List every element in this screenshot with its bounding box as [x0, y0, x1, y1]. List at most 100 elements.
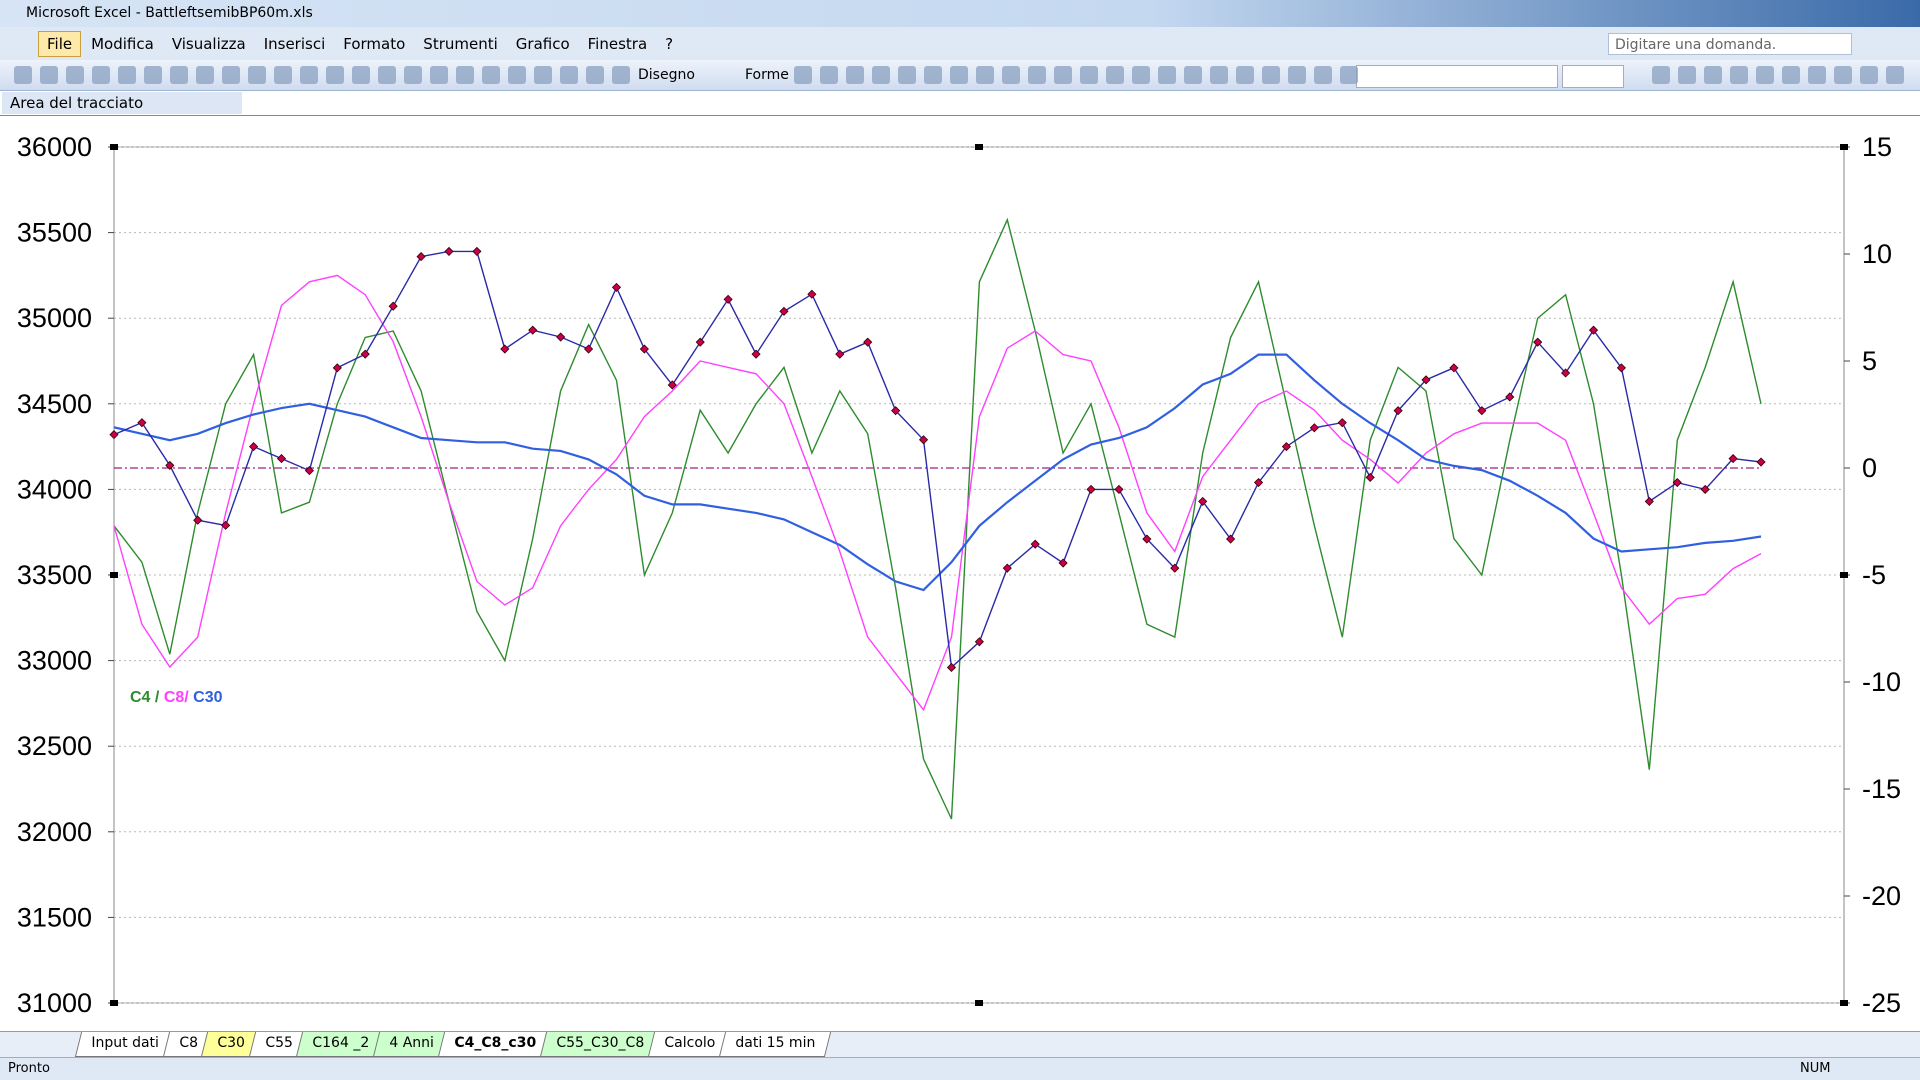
toolbar-icon[interactable] [612, 66, 630, 84]
drawing-button[interactable]: Disegno [638, 67, 695, 83]
toolbar-icon[interactable] [326, 66, 344, 84]
toolbar-icon[interactable] [560, 66, 578, 84]
toolbar-icon[interactable] [1210, 66, 1228, 84]
toolbar-icon[interactable] [1340, 66, 1358, 84]
toolbar-icon[interactable] [1782, 66, 1800, 84]
toolbar-icon[interactable] [40, 66, 58, 84]
toolbar-icon[interactable] [248, 66, 266, 84]
toolbar-icon[interactable] [898, 66, 916, 84]
toolbar-icon[interactable] [924, 66, 942, 84]
sheet-tab-label: C30 [217, 1035, 246, 1051]
data-marker [304, 466, 314, 476]
toolbar-icon[interactable] [1080, 66, 1098, 84]
toolbar-icon[interactable] [222, 66, 240, 84]
data-marker [723, 294, 733, 304]
toolbar-icon[interactable] [378, 66, 396, 84]
data-marker [918, 435, 929, 445]
font-box[interactable] [1356, 65, 1558, 88]
toolbar-icon[interactable] [456, 66, 474, 84]
menu-item[interactable]: Finestra [587, 34, 648, 53]
sheet-tab[interactable]: dati 15 min [718, 1032, 831, 1057]
toolbar-icon[interactable] [1236, 66, 1254, 84]
toolbar-icon[interactable] [1652, 66, 1670, 84]
y-tick-label: 34000 [17, 474, 92, 504]
menu-item[interactable]: Strumenti [423, 34, 498, 53]
data-marker [388, 301, 398, 311]
toolbar-icon[interactable] [144, 66, 162, 84]
toolbar-icon[interactable] [66, 66, 84, 84]
toolbar-icon[interactable] [1678, 66, 1696, 84]
toolbar-icon[interactable] [1106, 66, 1124, 84]
toolbar-icon[interactable] [1288, 66, 1306, 84]
toolbar-icon[interactable] [482, 66, 500, 84]
toolbar-icon[interactable] [534, 66, 552, 84]
toolbar-icon[interactable] [586, 66, 604, 84]
data-marker [1505, 392, 1515, 402]
sheet-tab[interactable]: C55_C30_C8 [539, 1032, 660, 1057]
toolbar-icon[interactable] [1808, 66, 1826, 84]
help-box[interactable]: Digitare una domanda. [1608, 33, 1852, 55]
legend-text: / [184, 689, 189, 706]
status-text: Pronto [8, 1061, 50, 1076]
name-box[interactable]: Area del tracciato [2, 92, 242, 114]
toolbar-icon[interactable] [1730, 66, 1748, 84]
toolbar-icon[interactable] [1860, 66, 1878, 84]
selection-handle [975, 144, 983, 150]
toolbar-icon[interactable] [274, 66, 292, 84]
toolbar-icon[interactable] [196, 66, 214, 84]
toolbar-icon[interactable] [820, 66, 838, 84]
toolbar-icon[interactable] [1756, 66, 1774, 84]
toolbar-icon[interactable] [1028, 66, 1046, 84]
menu-item[interactable]: Modifica [91, 34, 154, 53]
data-marker [1198, 496, 1208, 506]
toolbar-icon[interactable] [170, 66, 188, 84]
toolbar-icon[interactable] [1158, 66, 1176, 84]
toolbar-icon[interactable] [1314, 66, 1332, 84]
toolbar-icon[interactable] [1704, 66, 1722, 84]
toolbar-icon[interactable] [430, 66, 448, 84]
data-marker [500, 344, 510, 354]
menu-item[interactable]: Grafico [515, 34, 570, 53]
toolbar-icon[interactable] [950, 66, 968, 84]
toolbar-icon[interactable] [300, 66, 318, 84]
num-lock: NUM [1800, 1061, 1831, 1076]
sheet-tab[interactable]: C4_C8_c30 [437, 1032, 552, 1057]
series-line [113, 353, 1762, 592]
size-box[interactable] [1562, 65, 1624, 88]
toolbar-icon[interactable] [118, 66, 136, 84]
data-marker [695, 337, 705, 347]
toolbar-icon[interactable] [508, 66, 526, 84]
toolbar-icon[interactable] [1886, 66, 1904, 84]
menu-item[interactable]: Visualizza [171, 34, 246, 53]
data-marker [332, 363, 342, 373]
menu-item[interactable]: Inserisci [263, 34, 326, 53]
data-marker [1058, 558, 1068, 568]
chart: 31000 31500 32000 32500 33000 33500 34000 34500… [17, 132, 1901, 1018]
menu-item[interactable]: ? [665, 34, 674, 53]
toolbar-icon[interactable] [794, 66, 812, 84]
toolbar-icon[interactable] [352, 66, 370, 84]
data-marker [1030, 539, 1040, 549]
sheet-tab[interactable]: Input dati [74, 1032, 175, 1057]
toolbar-icon[interactable] [1262, 66, 1280, 84]
toolbar-icon[interactable] [846, 66, 864, 84]
menu-item[interactable]: Formato [343, 34, 406, 53]
toolbar-icon[interactable] [14, 66, 32, 84]
toolbar-icon[interactable] [1184, 66, 1202, 84]
toolbar-icon[interactable] [976, 66, 994, 84]
sheet-tab[interactable]: Calcolo [647, 1032, 731, 1057]
toolbar-icon[interactable] [1834, 66, 1852, 84]
menu-item[interactable]: File [38, 30, 82, 57]
toolbar-icon[interactable] [1054, 66, 1072, 84]
series-line [113, 274, 1762, 712]
toolbar-icon[interactable] [1132, 66, 1150, 84]
legend-text: / [155, 689, 160, 706]
toolbar-icon[interactable] [92, 66, 110, 84]
toolbar-icon[interactable] [872, 66, 890, 84]
toolbar-icon[interactable] [404, 66, 422, 84]
shapes-button[interactable]: Forme [745, 67, 789, 83]
sheet-tab[interactable]: C164 _2 [296, 1032, 386, 1057]
data-marker [109, 430, 119, 440]
sheet-tab-label: dati 15 min [734, 1035, 815, 1051]
toolbar-icon[interactable] [1002, 66, 1020, 84]
